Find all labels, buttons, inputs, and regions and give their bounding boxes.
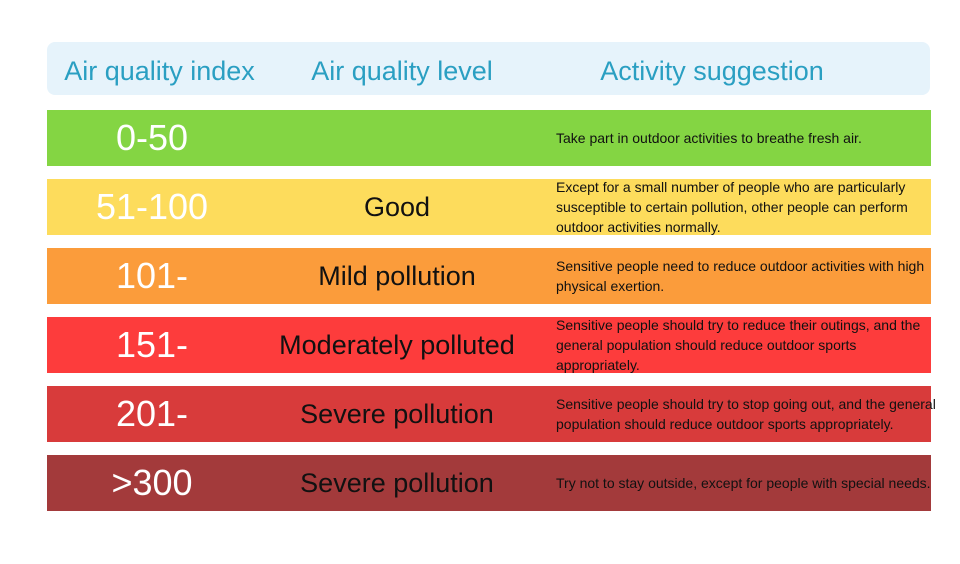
aqi-range: 151-200 xyxy=(115,324,189,421)
activity-suggestion: Sensitive people should try to stop goin… xyxy=(556,386,936,442)
header-level: Air quality level xyxy=(311,56,493,86)
suggestion-text: Take part in outdoor activities to breat… xyxy=(556,130,862,146)
table-row: 51-100 Good Except for a small number of p… xyxy=(47,179,931,235)
aqi-range: 201-300 xyxy=(115,393,189,490)
activity-suggestion: Sensitive people need to reduce outdoor … xyxy=(556,248,936,304)
quality-level: Good xyxy=(363,192,431,222)
suggestion-text: Try not to stay outside, except for peop… xyxy=(556,475,931,491)
quality-level: Severe pollution xyxy=(300,399,494,429)
activity-suggestion: Except for a small number of people who … xyxy=(556,179,936,235)
suggestion-text: Sensitive people should try to stop goin… xyxy=(556,396,936,432)
aqi-range: 101-150 xyxy=(115,255,189,352)
suggestion-text: Except for a small number of people who … xyxy=(556,179,908,235)
aqi-range: >300 xyxy=(111,462,193,503)
table-row: >300 Severe pollution Try not to stay outs… xyxy=(47,455,931,511)
table-row: 201-300 Severe pollution Sensitive people … xyxy=(47,386,936,490)
suggestion-text: Sensitive people need to reduce outdoor … xyxy=(556,258,925,294)
table-row: 151-200 Moderately polluted Sensitive peop… xyxy=(47,317,931,421)
table-row: 0-50 Take part in outdoor activities to b… xyxy=(47,110,931,166)
activity-suggestion: Sensitive people should try to reduce th… xyxy=(556,317,936,373)
header-suggestion: Activity suggestion xyxy=(600,56,824,86)
quality-level: Moderately polluted xyxy=(279,330,515,360)
header: Air quality index Air quality level Acti… xyxy=(47,42,930,95)
table-row: 101-150 Mild pollution Sensitive people ne… xyxy=(47,248,931,352)
activity-suggestion: Try not to stay outside, except for peop… xyxy=(556,455,936,511)
suggestion-text: Sensitive people should try to reduce th… xyxy=(556,317,921,373)
quality-level: Severe pollution xyxy=(300,468,494,498)
aqi-range: 0-50 xyxy=(115,117,189,158)
quality-level: Mild pollution xyxy=(318,261,476,291)
activity-suggestion: Take part in outdoor activities to breat… xyxy=(556,110,936,166)
header-index: Air quality index xyxy=(64,56,255,86)
aqi-range: 51-100 xyxy=(95,186,209,227)
